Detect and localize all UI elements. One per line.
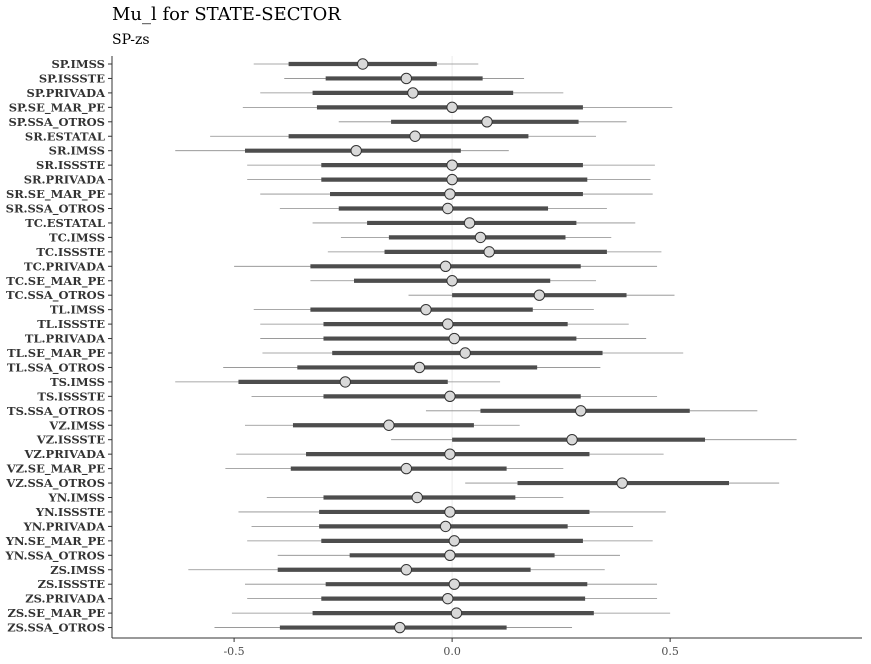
point-estimate <box>411 491 423 504</box>
y-axis <box>108 56 113 638</box>
inner-intervals <box>238 61 730 630</box>
y-tick-label: VZ.IMSS <box>48 418 105 432</box>
point-estimate <box>444 549 456 561</box>
point-estimate <box>446 173 458 186</box>
x-tick-label: -0.5 <box>223 645 244 658</box>
y-tick-label: SP.PRIVADA <box>27 86 107 100</box>
x-axis: -0.5 0.0 0.5 <box>112 637 862 658</box>
x-tick-label: 0.0 <box>443 645 461 658</box>
x-tick-label: 0.5 <box>661 645 679 658</box>
y-tick-label: TL.ISSSTE <box>37 317 105 331</box>
point-estimate <box>616 477 628 489</box>
point-estimate <box>394 621 406 634</box>
point-estimate <box>459 347 471 359</box>
point-estimate <box>450 607 463 619</box>
y-tick-label: SR.IMSS <box>49 144 105 158</box>
y-tick-label: YN.IMSS <box>48 491 105 505</box>
point-estimate <box>350 145 362 157</box>
y-tick-label: YN.SSA_OTROS <box>5 548 105 563</box>
point-estimate <box>446 275 458 287</box>
y-tick-label: VZ.PRIVADA <box>23 447 106 461</box>
y-tick-label: SP.SSA_OTROS <box>8 115 105 130</box>
point-estimate <box>439 520 452 533</box>
y-tick-label: TL.SE_MAR_PE <box>7 346 105 361</box>
y-tick-label: TS.IMSS <box>50 375 105 389</box>
y-tick-label: TL.IMSS <box>50 303 105 317</box>
point-estimate <box>407 87 419 99</box>
y-tick-label: SR.ISSSTE <box>36 158 105 172</box>
point-estimate <box>566 434 578 446</box>
y-tick-label: ZS.PRIVADA <box>25 592 106 606</box>
y-tick-label: TC.SE_MAR_PE <box>6 274 105 289</box>
y-tick-label: YN.PRIVADA <box>23 519 106 533</box>
y-tick-label: TC.ESTATAL <box>25 216 105 230</box>
point-estimate <box>575 405 587 417</box>
chart-subtitle: SP-zs <box>112 32 150 48</box>
point-estimate <box>400 462 413 475</box>
point-estimate <box>439 260 452 272</box>
point-estimate <box>339 376 351 388</box>
point-estimate <box>446 101 458 114</box>
point-estimate <box>400 564 413 576</box>
y-tick-label: TC.PRIVADA <box>24 259 106 273</box>
y-axis-labels: SP.IMSSSP.ISSSTESP.PRIVADASP.SE_MAR_PESP… <box>5 57 107 636</box>
y-tick-label: SR.ESTATAL <box>25 129 105 143</box>
y-tick-label: VZ.ISSSTE <box>36 433 105 447</box>
y-tick-label: SR.SE_MAR_PE <box>6 187 105 202</box>
point-estimate <box>533 289 546 301</box>
y-tick-label: VZ.SE_MAR_PE <box>6 462 106 477</box>
y-tick-label: TC.ISSSTE <box>36 245 105 259</box>
y-tick-label: SR.SSA_OTROS <box>6 202 105 217</box>
y-tick-label: SP.ISSSTE <box>39 71 105 85</box>
y-tick-label: TS.SSA_OTROS <box>7 404 105 419</box>
point-estimate <box>444 448 456 460</box>
point-estimate <box>357 58 369 70</box>
point-estimate <box>444 506 456 518</box>
y-tick-label: TC.IMSS <box>49 230 105 244</box>
point-estimate <box>448 332 460 345</box>
outer-intervals <box>175 63 797 628</box>
point-estimate <box>448 535 460 547</box>
point-estimate <box>481 116 493 128</box>
point-estimate <box>409 130 421 142</box>
y-tick-label: YN.ISSSTE <box>35 505 105 519</box>
y-tick-label: VZ.SSA_OTROS <box>5 476 105 491</box>
point-estimate <box>448 578 460 590</box>
point-estimate <box>400 72 413 85</box>
point-estimate <box>442 592 454 605</box>
point-estimate <box>444 188 456 200</box>
y-tick-label: SP.SE_MAR_PE <box>9 100 105 115</box>
y-tick-label: TL.PRIVADA <box>25 332 106 346</box>
point-estimate <box>474 231 487 244</box>
y-tick-label: ZS.SSA_OTROS <box>7 621 105 636</box>
chart-title: Mu_l for STATE-SECTOR <box>112 4 341 25</box>
point-estimate <box>463 217 476 229</box>
y-tick-label: TL.SSA_OTROS <box>7 360 105 375</box>
point-estimate <box>442 202 454 215</box>
y-tick-label: TS.ISSSTE <box>37 389 105 403</box>
point-estimate <box>420 303 432 316</box>
point-estimate <box>413 361 426 374</box>
y-tick-label: YN.SE_MAR_PE <box>5 534 105 549</box>
y-tick-label: TC.SSA_OTROS <box>6 288 105 303</box>
y-tick-label: ZS.IMSS <box>50 563 105 577</box>
point-estimate <box>442 318 454 330</box>
point-estimate <box>446 159 458 171</box>
point-estimate <box>483 246 495 258</box>
point-estimate <box>383 419 395 431</box>
y-tick-label: SP.IMSS <box>51 57 105 71</box>
y-tick-label: ZS.SE_MAR_PE <box>8 606 106 621</box>
point-estimates <box>339 58 628 634</box>
y-tick-label: ZS.ISSSTE <box>38 577 106 591</box>
point-estimate <box>444 390 456 403</box>
y-tick-label: SR.PRIVADA <box>24 173 106 187</box>
